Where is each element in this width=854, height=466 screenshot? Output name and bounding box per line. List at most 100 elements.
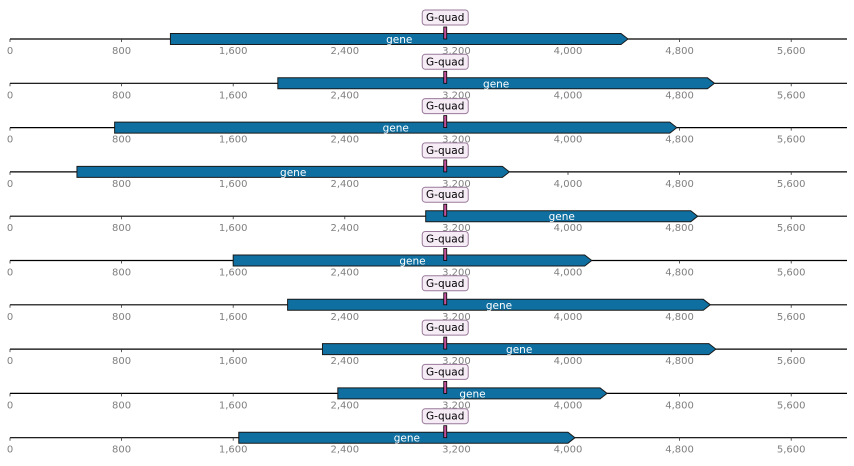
tick-label: 2,400 — [330, 90, 359, 101]
tick-label: 5,600 — [777, 445, 806, 456]
tick-label: 2,400 — [330, 400, 359, 411]
gene-arrow[interactable] — [114, 121, 678, 134]
track-6: 0 800 1,600 2,400 3,200 4,000 4,800 5,600 geneG-… — [7, 231, 847, 279]
gquad-marker[interactable] — [443, 203, 448, 217]
tick-label: 2,400 — [330, 445, 359, 456]
gene-arrow[interactable] — [337, 387, 608, 400]
track-5: 0 800 1,600 2,400 3,200 4,000 4,800 5,600 gene G-… — [7, 186, 847, 234]
tick-label: 800 — [112, 400, 131, 411]
tick-label: 0 — [7, 90, 13, 101]
gquad-marker[interactable] — [443, 336, 448, 350]
gquad-label-box — [421, 98, 469, 115]
tick-label: 5,600 — [777, 268, 806, 279]
gene-label: gene — [483, 78, 509, 90]
tick-label: 4,000 — [554, 90, 583, 101]
tick-label: 1,600 — [219, 400, 248, 411]
tick-label: 4,800 — [665, 135, 694, 146]
gene-arrow[interactable] — [321, 343, 717, 356]
gene-label: gene — [386, 34, 412, 46]
track-2: 0 800 1,600 2,400 3,200 4,000 4,800 5,600 gene G-… — [7, 53, 847, 101]
gene-label: gene — [506, 344, 532, 356]
gene-label: gene — [399, 256, 425, 268]
gquad-marker[interactable] — [443, 425, 448, 439]
tick-label: 4,000 — [554, 135, 583, 146]
tick-label: 5,600 — [777, 400, 806, 411]
gquad-label-box — [421, 275, 469, 292]
tick-label: 5,600 — [777, 179, 806, 190]
gquad-label-box — [421, 142, 469, 159]
tick-label: 3,200 — [442, 90, 471, 101]
tick-label: 0 — [7, 312, 13, 323]
gquad-label: G-quad — [426, 278, 464, 290]
gene-arrow[interactable] — [238, 431, 576, 444]
tick-label: 800 — [112, 356, 131, 367]
gquad-marker[interactable] — [443, 292, 448, 306]
tick-label: 1,600 — [219, 90, 248, 101]
gene-arrow[interactable] — [287, 298, 712, 311]
tick-label: 3,200 — [442, 268, 471, 279]
gquad-marker[interactable] — [443, 248, 448, 261]
tick-label: 4,800 — [665, 46, 694, 57]
gquad-marker[interactable] — [443, 159, 448, 173]
gene-arrow[interactable] — [76, 165, 511, 178]
tick-label: 3,200 — [442, 135, 471, 146]
gquad-label: G-quad — [426, 101, 464, 113]
gquad-marker[interactable] — [443, 380, 448, 394]
tick-label: 3,200 — [442, 445, 471, 456]
gene-arrow[interactable] — [425, 210, 699, 223]
tick-label: 1,600 — [219, 135, 248, 146]
gquad-label-box — [421, 231, 469, 247]
tick-label: 5,600 — [777, 90, 806, 101]
tick-label: 4,000 — [554, 223, 583, 234]
tick-label: 800 — [112, 90, 131, 101]
tick-label: 1,600 — [219, 46, 248, 57]
gene-label: gene — [383, 123, 409, 135]
gene-label: gene — [394, 433, 420, 445]
gquad-label: G-quad — [426, 322, 464, 334]
gene-label: gene — [280, 167, 306, 179]
tick-label: 4,000 — [554, 400, 583, 411]
tick-label: 800 — [112, 223, 131, 234]
tick-label: 4,800 — [665, 223, 694, 234]
track-3: 0 800 1,600 2,400 3,200 4,000 4,800 5,600 gene G-… — [7, 98, 847, 146]
tick-label: 1,600 — [219, 356, 248, 367]
tick-label: 5,600 — [777, 312, 806, 323]
tick-label: 0 — [7, 179, 13, 190]
tick-label: 4,000 — [554, 312, 583, 323]
gquad-label-box — [421, 53, 469, 70]
gquad-marker[interactable] — [443, 26, 448, 40]
tick-label: 800 — [112, 312, 131, 323]
tick-label: 2,400 — [330, 268, 359, 279]
tick-label: 5,600 — [777, 223, 806, 234]
tick-label: 5,600 — [777, 46, 806, 57]
tick-label: 0 — [7, 223, 13, 234]
tick-label: 4,800 — [665, 90, 694, 101]
gene-label: gene — [486, 300, 512, 312]
gquad-marker[interactable] — [443, 115, 448, 128]
tick-label: 0 — [7, 268, 13, 279]
gquad-marker[interactable] — [443, 70, 448, 84]
gene-arrow[interactable] — [277, 77, 716, 90]
gene-arrow[interactable] — [232, 254, 593, 267]
tick-label: 0 — [7, 445, 13, 456]
tick-label: 800 — [112, 445, 131, 456]
gene-arrow[interactable] — [169, 33, 629, 45]
tick-label: 4,000 — [554, 179, 583, 190]
tick-label: 4,000 — [554, 445, 583, 456]
tick-label: 800 — [112, 179, 131, 190]
tick-label: 800 — [112, 268, 131, 279]
gquad-label: G-quad — [426, 56, 464, 68]
track-10: 0 800 1,600 2,400 3,200 4,000 4,800 5,600 gene G-… — [7, 408, 847, 456]
tick-label: 4,800 — [665, 356, 694, 367]
gquad-label: G-quad — [426, 366, 464, 378]
gquad-label-box — [421, 186, 469, 203]
tick-label: 4,800 — [665, 312, 694, 323]
tick-label: 0 — [7, 356, 13, 367]
gquad-label: G-quad — [426, 411, 464, 423]
tick-label: 4,800 — [665, 400, 694, 411]
gquad-label-box — [421, 363, 469, 380]
gquad-label: G-quad — [426, 12, 464, 24]
tick-label: 0 — [7, 46, 13, 57]
tick-label: 2,400 — [330, 135, 359, 146]
